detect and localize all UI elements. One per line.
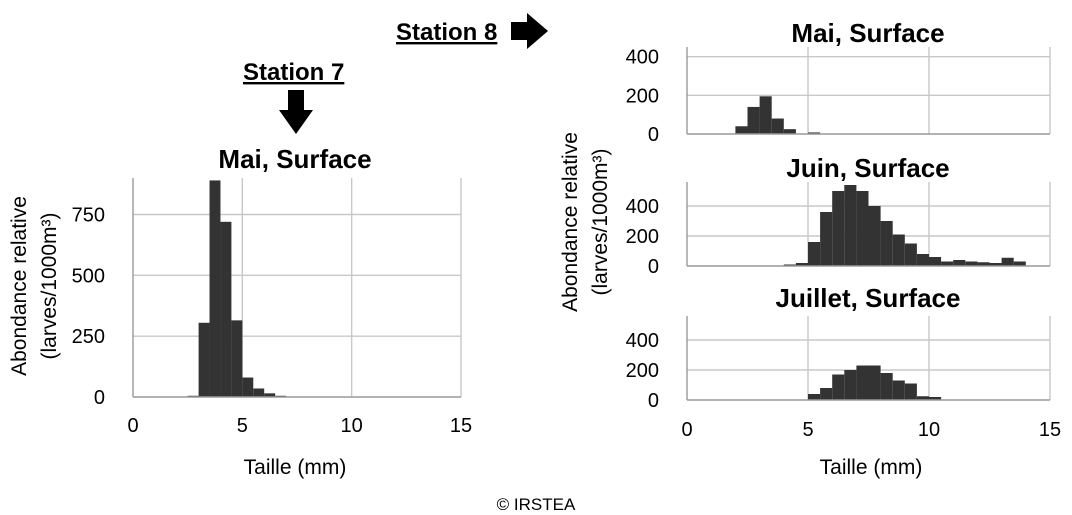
bar	[747, 106, 760, 134]
bar	[808, 394, 821, 400]
y-tick-label: 200	[626, 360, 659, 382]
bar	[892, 234, 905, 266]
bar	[735, 126, 748, 134]
bar	[1013, 261, 1026, 266]
bar	[783, 129, 796, 134]
station7-ylabel-line2: (larves/1000m³)	[38, 212, 61, 359]
y-tick-label: 750	[72, 205, 105, 227]
y-tick-label: 200	[626, 226, 659, 248]
station8-xlabel: Taille (mm)	[820, 456, 923, 479]
bar	[1001, 257, 1014, 266]
x-tick-label: 0	[681, 419, 692, 441]
y-tick-label: 400	[626, 330, 659, 352]
bar	[771, 118, 784, 134]
bar	[856, 191, 869, 266]
chart-station7-mai: Mai, Surface 0 250 500 750 0 5 10 15	[72, 144, 473, 437]
panel-title: Juillet, Surface	[776, 283, 961, 313]
x-tick-label: 0	[127, 415, 138, 437]
bar	[892, 380, 905, 400]
y-tick-label: 400	[626, 47, 659, 69]
bar	[209, 180, 221, 397]
bar	[929, 257, 942, 266]
y-tick-label: 0	[94, 387, 105, 409]
bar	[220, 221, 232, 397]
x-tick-label: 10	[918, 419, 940, 441]
bar	[242, 377, 254, 397]
arrow-right-icon	[511, 13, 548, 49]
bar	[868, 365, 881, 400]
x-tick-label: 5	[802, 419, 813, 441]
station7-label: Station 7	[243, 59, 344, 86]
bar	[880, 221, 893, 266]
bar	[953, 260, 966, 266]
bar	[198, 322, 210, 397]
station8-ylabel: Abondance relative (larves/1000m³)	[559, 132, 612, 312]
bar	[820, 212, 833, 266]
bar	[253, 388, 265, 397]
bar	[795, 263, 808, 266]
y-tick-label: 0	[648, 390, 659, 412]
bar	[832, 374, 845, 400]
bar	[832, 191, 845, 266]
y-tick-label: 500	[72, 265, 105, 287]
arrow-down-icon	[279, 90, 313, 134]
bar	[989, 263, 1002, 266]
x-tick-label: 15	[1039, 419, 1061, 441]
bar	[916, 254, 929, 266]
bar	[916, 396, 929, 400]
x-tick-label: 10	[341, 415, 363, 437]
station7-ylabel: Abondance relative (larves/1000m³)	[8, 196, 61, 376]
station8-ylabel-line1: Abondance relative	[559, 132, 582, 312]
bar	[977, 262, 990, 266]
y-tick-label: 400	[626, 196, 659, 218]
y-tick-label: 0	[648, 124, 659, 146]
chart-station8-juillet: Juillet, Surface 0 200 400 0 5 10 15	[626, 283, 1062, 441]
bar	[868, 206, 881, 266]
panel-title: Juin, Surface	[786, 153, 949, 183]
x-tick-label: 5	[237, 415, 248, 437]
panel-title: Mai, Surface	[791, 18, 944, 48]
y-tick-label: 250	[72, 326, 105, 348]
bar	[941, 261, 954, 266]
station7-ylabel-line1: Abondance relative	[8, 196, 31, 376]
bar	[965, 261, 978, 266]
x-tick-label: 15	[450, 415, 472, 437]
chart-station8-juin: Juin, Surface 0 200 400	[626, 153, 1051, 278]
station7-xlabel: Taille (mm)	[244, 456, 347, 479]
bar	[231, 320, 243, 397]
bar	[808, 132, 821, 134]
panel-title: Mai, Surface	[218, 144, 371, 174]
bar	[264, 393, 276, 397]
bar	[904, 243, 917, 266]
bar	[904, 383, 917, 400]
station8-label: Station 8	[396, 19, 497, 46]
y-tick-label: 200	[626, 85, 659, 107]
bar	[844, 370, 857, 400]
station8-ylabel-line2: (larves/1000m³)	[589, 148, 612, 295]
credit-text: © IRSTEA	[497, 495, 576, 514]
bar	[844, 185, 857, 266]
bar	[759, 96, 772, 134]
chart-station8-mai: Mai, Surface 0 200 400	[626, 18, 1051, 146]
y-tick-label: 0	[648, 256, 659, 278]
bar	[880, 373, 893, 400]
bar	[856, 365, 869, 400]
bar	[820, 388, 833, 400]
bar	[929, 397, 942, 400]
bar	[808, 242, 821, 266]
bar	[783, 264, 796, 266]
